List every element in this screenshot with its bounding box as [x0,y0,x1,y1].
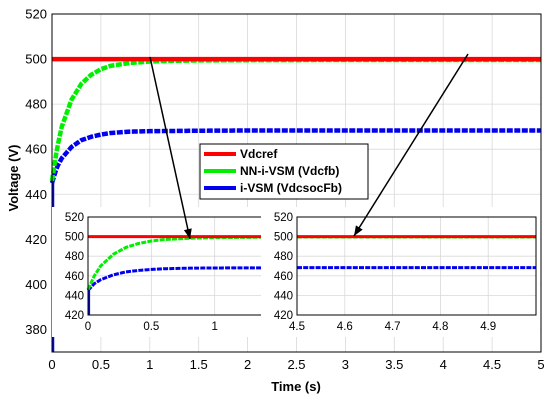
inset-x-tick-label: 0.5 [143,321,159,333]
inset-background [52,207,282,337]
inset-y-tick-label: 420 [65,310,84,322]
x-tick-label: 2 [244,357,251,372]
inset-x-tick-label: 4.7 [385,321,401,333]
x-tick-label: 0 [48,357,55,372]
arrow-to-inset-end [353,53,469,237]
y-axis-title: Voltage (V) [6,145,21,212]
x-tick-label: 4.5 [483,357,501,372]
y-tick-label: 520 [25,7,47,22]
inset-zoom-end: 420 440 460 480 500 520 4.5 4.6 4.7 4.8 4.9 [261,207,540,337]
inset-y-tick-label: 480 [274,251,293,263]
x-tick-label: 2.5 [287,357,305,372]
inset-y-tick-label: 460 [274,271,293,283]
arrow-to-inset-start [149,56,191,240]
inset-x-tick-label: 4.6 [337,321,353,333]
inset-y-tick-label: 480 [65,251,84,263]
x-tick-label: 5 [537,357,544,372]
y-tick-label: 400 [25,277,47,292]
y-tick-label: 440 [25,187,47,202]
x-tick-label: 4 [440,357,447,372]
inset-y-tick-label: 520 [274,212,293,224]
x-tick-label: 0.5 [92,357,110,372]
inset-series-line-nn-ivsm [86,235,278,291]
inset-x-tick-label: 1 [211,321,217,333]
legend: Vdcref NN-i-VSM (Vdcfb) i-VSM (VdcsocFb) [199,143,369,200]
inset-y-tick-label: 520 [65,212,84,224]
inset-x-tick-label: 4.9 [480,321,496,333]
inset-y-tick-label: 440 [65,290,84,302]
inset-background [261,207,540,337]
inset-y-tick-label: 500 [65,232,84,244]
inset-x-tick-label: 4.5 [289,321,305,333]
legend-label-vdcref: Vdcref [240,147,278,161]
zoom-arrows [149,53,469,240]
y-tick-label: 480 [25,97,47,112]
y-tick-label: 500 [25,52,47,67]
x-tick-label: 3 [342,357,349,372]
x-tick-label: 3.5 [385,357,403,372]
legend-label-ivsm: i-VSM (VdcsocFb) [240,181,342,195]
inset-y-tick-label: 440 [274,290,293,302]
main-plot-frame [51,13,542,353]
inset-series-line-ivsm [86,266,279,292]
x-axis-title: Time (s) [271,379,321,394]
inset-frame [296,216,537,316]
inset-y-tick-label: 420 [274,310,293,322]
series-line-ivsm [49,128,541,184]
arrow-to-inset-end-head [354,225,363,236]
legend-label-nn-ivsm: NN-i-VSM (Vdcfb) [240,164,339,178]
y-tick-label: 420 [25,232,47,247]
inset-y-tick-label: 460 [65,271,84,283]
y-tick-label: 380 [25,322,47,337]
x-tick-label: 1.5 [190,357,208,372]
y-tick-label: 460 [25,142,47,157]
arrow-to-inset-start-head [183,228,192,239]
inset-x-tick-label: 4.8 [432,321,448,333]
inset-y-tick-label: 500 [274,232,293,244]
x-tick-label: 1 [146,357,153,372]
main-tick-labels: 0 0.5 1 1.5 2 2.5 3 3.5 4 4.5 5 380 400 420 440 460 480 5… [25,7,544,373]
inset-x-tick-label: 0 [85,321,91,333]
